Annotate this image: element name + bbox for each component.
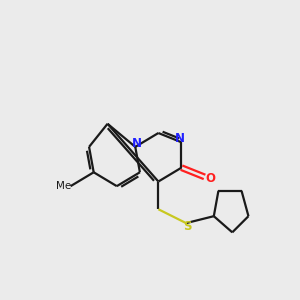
Text: Me: Me <box>56 181 71 191</box>
Text: N: N <box>175 132 185 145</box>
Text: N: N <box>131 137 141 150</box>
Text: O: O <box>205 172 215 184</box>
Text: S: S <box>183 220 191 233</box>
